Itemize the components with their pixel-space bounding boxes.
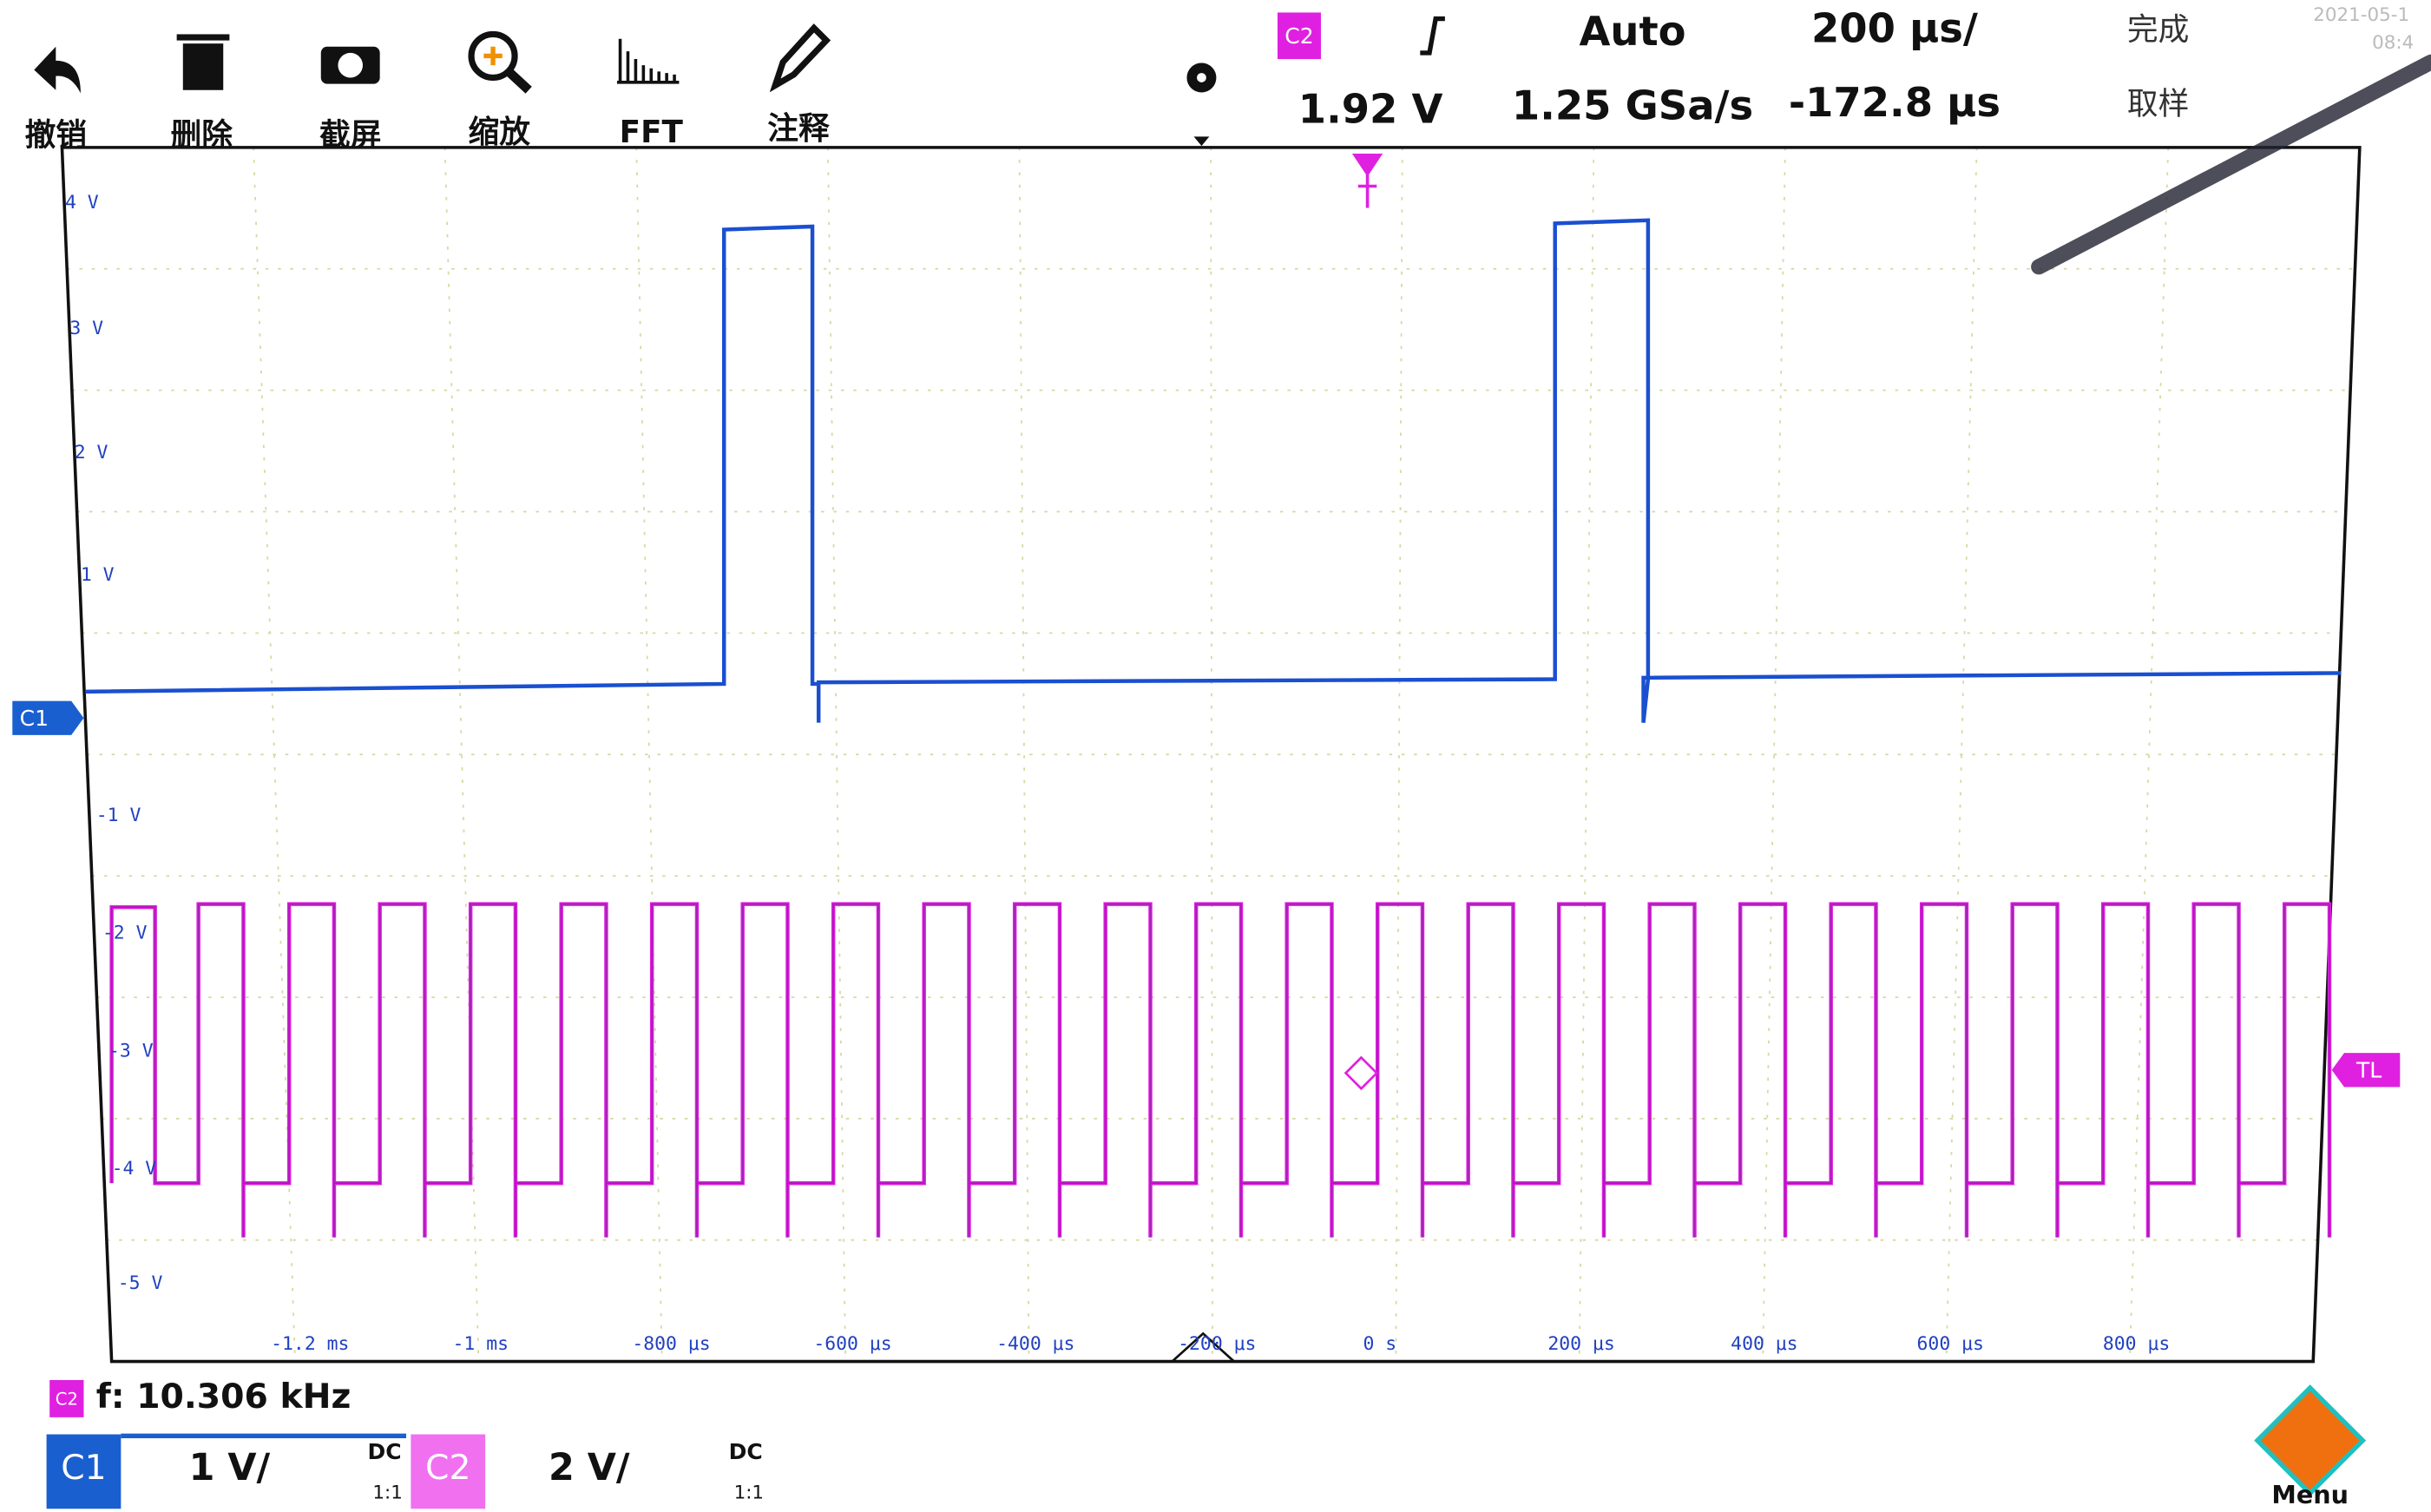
ch2-coupling[interactable]: DC (729, 1439, 763, 1464)
toolbar-label[interactable]: 注释 (767, 111, 830, 147)
y-label: 2 V (75, 442, 108, 463)
x-label: 0 s (1363, 1333, 1397, 1355)
ch2-badge[interactable] (411, 1434, 486, 1509)
y-label: 1 V (81, 564, 115, 586)
acquire-mode[interactable]: 取样 (2127, 87, 2189, 122)
trigger-point (1344, 1055, 1379, 1091)
measure-source-badge[interactable] (49, 1380, 84, 1417)
trigger-level-marker[interactable] (2331, 1053, 2401, 1088)
ch1-coupling[interactable]: DC (367, 1439, 401, 1464)
ch2-trace (109, 902, 2332, 1238)
waveforms (85, 218, 2342, 1238)
x-label: 800 μs (2103, 1333, 2170, 1355)
y-label: 3 V (69, 318, 103, 339)
stylus-glare (2031, 54, 2431, 275)
trigger-source[interactable]: C2 (1284, 23, 1313, 49)
trigger-mode[interactable]: Auto (1579, 8, 1685, 55)
x-label: -400 μs (996, 1333, 1074, 1355)
sample-rate[interactable]: 1.25 GSa/s (1512, 82, 1753, 129)
camera-lens (338, 52, 364, 78)
delete-icon[interactable] (182, 43, 224, 90)
delete-icon-lid (176, 34, 230, 41)
ch1-marker-label[interactable]: C1 (20, 706, 49, 731)
y-label: -3 V (108, 1040, 154, 1062)
x-label: -1.2 ms (271, 1333, 349, 1355)
date: 2021-05-1 (2313, 4, 2409, 26)
measurement[interactable]: f: 10.306 kHz (96, 1377, 352, 1417)
ch1-scale[interactable]: 1 V/ (189, 1446, 271, 1489)
zoom-icon[interactable] (468, 30, 518, 82)
trigger-marker-label[interactable]: TL (2355, 1058, 2382, 1083)
x-label: -1 ms (453, 1333, 509, 1355)
settings-icon-hole (1197, 73, 1206, 82)
run-state[interactable]: 完成 (2127, 12, 2189, 48)
grid (67, 147, 2355, 1362)
trigger-level[interactable]: 1.92 V (1298, 85, 1443, 132)
y-label: -1 V (96, 805, 141, 826)
y-label: -5 V (118, 1272, 163, 1294)
x-label: 600 μs (1917, 1333, 1984, 1355)
ch1-name[interactable]: C1 (61, 1449, 106, 1488)
ch2-scale[interactable]: 2 V/ (549, 1446, 630, 1489)
x-label: -800 μs (632, 1333, 710, 1355)
fft-icon[interactable] (616, 38, 680, 84)
ch2-probe[interactable]: 1:1 (734, 1482, 764, 1503)
toolbar-label[interactable]: 缩放 (468, 115, 530, 150)
ch2-trace-shadow (110, 903, 2330, 1238)
y-label: -2 V (102, 923, 148, 944)
measure-source[interactable]: C2 (56, 1390, 78, 1410)
toolbar (34, 23, 1217, 147)
y-label: 4 V (65, 192, 99, 214)
y-label: -4 V (112, 1158, 157, 1180)
ch1-probe[interactable]: 1:1 (372, 1482, 402, 1503)
x-label: 400 μs (1731, 1333, 1797, 1355)
timebase[interactable]: 200 μs/ (1811, 4, 1978, 51)
ch1-trace (85, 218, 2342, 723)
zoom-handle (505, 68, 532, 94)
plot-frame (60, 146, 2362, 1364)
ch1-badge[interactable] (46, 1434, 122, 1509)
trigger-position-marker[interactable] (1351, 154, 1383, 208)
ch2-name[interactable]: C2 (425, 1449, 470, 1488)
x-label: -600 μs (813, 1333, 891, 1355)
time: 08:4 (2372, 32, 2414, 54)
ch1-offset-marker[interactable] (12, 700, 84, 735)
delay[interactable]: -172.8 μs (1789, 79, 2001, 126)
zoom-plus (483, 46, 503, 66)
trigger-source-badge[interactable] (1277, 12, 1321, 60)
menu-label[interactable]: Menu (2271, 1480, 2349, 1509)
menu-logo[interactable] (2254, 1384, 2367, 1497)
delay-marker[interactable] (1168, 1331, 1238, 1363)
x-label: 200 μs (1547, 1333, 1614, 1355)
toolbar-label[interactable]: FFT (620, 115, 684, 150)
x-label: -200 μs (1178, 1333, 1256, 1355)
trigger-edge-icon[interactable] (1420, 16, 1445, 56)
note-icon[interactable] (769, 23, 831, 93)
settings-arrow (1193, 136, 1210, 147)
undo-icon[interactable] (34, 46, 81, 94)
